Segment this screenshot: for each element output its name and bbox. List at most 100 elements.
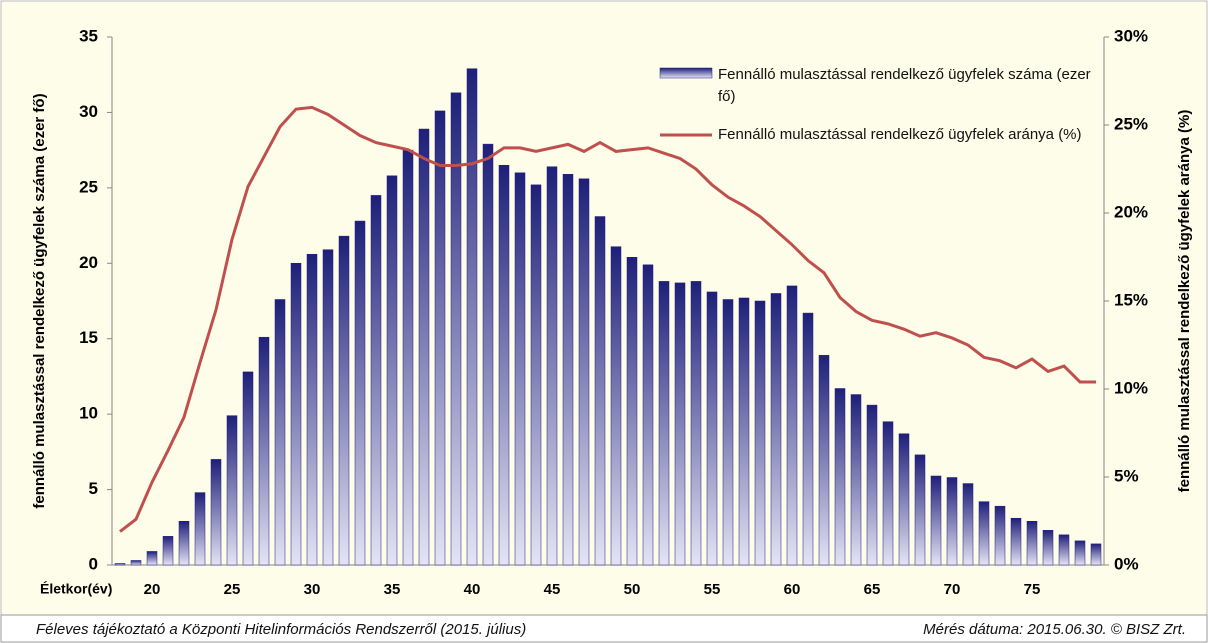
bar bbox=[562, 174, 574, 566]
bar bbox=[626, 257, 638, 566]
y-tick-label: 25 bbox=[79, 177, 98, 196]
y2-tick-label: 15% bbox=[1114, 290, 1148, 309]
bar bbox=[370, 195, 382, 566]
y-tick-label: 0 bbox=[89, 554, 98, 573]
bar bbox=[338, 235, 350, 566]
y2-tick-label: 0% bbox=[1114, 554, 1139, 573]
y-tick-label: 5 bbox=[89, 479, 98, 498]
bar bbox=[994, 505, 1006, 566]
y2-axis-title: fennálló mulasztással rendelkező ügyfele… bbox=[1176, 110, 1193, 493]
y-tick-label: 20 bbox=[79, 253, 98, 272]
bar bbox=[930, 475, 942, 566]
bar bbox=[658, 281, 670, 566]
bar bbox=[1058, 534, 1070, 566]
bar bbox=[530, 184, 542, 566]
footer-box bbox=[0, 614, 1208, 643]
y-axis-title: fennálló mulasztással rendelkező ügyfele… bbox=[31, 93, 48, 508]
y2-tick-label: 20% bbox=[1114, 202, 1148, 221]
x-tick-label: 25 bbox=[224, 581, 241, 598]
legend-swatch bbox=[659, 67, 713, 79]
line bbox=[119, 105, 1096, 533]
bar bbox=[642, 264, 654, 566]
y2-tick-label: 25% bbox=[1114, 114, 1148, 133]
bar bbox=[786, 285, 798, 566]
bar bbox=[466, 68, 478, 566]
bar bbox=[1074, 540, 1086, 566]
bar bbox=[866, 404, 878, 566]
bar bbox=[1010, 517, 1022, 566]
bar bbox=[386, 175, 398, 566]
bar bbox=[738, 297, 750, 566]
legend-label: Fennálló mulasztással rendelkező ügyfele… bbox=[718, 66, 1091, 105]
x-tick-label: 65 bbox=[864, 581, 881, 598]
bar bbox=[1042, 530, 1054, 566]
y-tick-label: 15 bbox=[79, 328, 98, 347]
x-axis-title: Életkor(év) bbox=[40, 581, 112, 597]
y2-tick-label: 5% bbox=[1114, 466, 1139, 485]
y-tick-label: 30 bbox=[79, 102, 98, 121]
bar bbox=[834, 388, 846, 566]
bar bbox=[162, 536, 174, 566]
bar bbox=[242, 371, 254, 566]
bar bbox=[210, 459, 222, 566]
bar bbox=[482, 143, 494, 566]
bar bbox=[722, 299, 734, 566]
bar bbox=[802, 312, 814, 566]
bar bbox=[114, 563, 126, 566]
bar bbox=[674, 282, 686, 566]
bar bbox=[322, 249, 334, 566]
x-tick-label: 20 bbox=[144, 581, 161, 598]
x-tick-label: 30 bbox=[304, 581, 321, 598]
bar bbox=[754, 300, 766, 566]
bar bbox=[962, 483, 974, 566]
x-tick-label: 50 bbox=[624, 581, 641, 598]
bar bbox=[306, 253, 318, 566]
x-tick-label: 40 bbox=[464, 581, 481, 598]
y-tick-label: 35 bbox=[79, 26, 98, 45]
bar bbox=[690, 281, 702, 566]
bar bbox=[706, 291, 718, 566]
bar bbox=[434, 110, 446, 566]
bar bbox=[450, 92, 462, 566]
y2-tick-label: 10% bbox=[1114, 378, 1148, 397]
y2-tick-label: 30% bbox=[1114, 26, 1148, 45]
bar bbox=[978, 501, 990, 566]
bar bbox=[914, 454, 926, 566]
bar bbox=[354, 220, 366, 566]
x-tick-label: 55 bbox=[704, 581, 721, 598]
bar bbox=[258, 336, 270, 566]
bar bbox=[146, 551, 158, 566]
x-tick-label: 70 bbox=[944, 581, 961, 598]
bar bbox=[514, 172, 526, 566]
bar bbox=[1026, 521, 1038, 566]
footer-left: Féleves tájékoztató a Központi Hitelinfo… bbox=[36, 621, 527, 638]
y-tick-label: 10 bbox=[79, 404, 98, 423]
x-tick-label: 35 bbox=[384, 581, 401, 598]
x-tick-label: 45 bbox=[544, 581, 561, 598]
bar bbox=[402, 149, 414, 566]
bar bbox=[946, 477, 958, 566]
bar bbox=[818, 355, 830, 566]
bar bbox=[178, 521, 190, 566]
bar bbox=[1090, 543, 1102, 566]
x-tick-label: 75 bbox=[1024, 581, 1041, 598]
bar bbox=[610, 246, 622, 566]
bar bbox=[898, 433, 910, 566]
bar bbox=[194, 492, 206, 566]
bar bbox=[578, 178, 590, 566]
bar bbox=[770, 293, 782, 566]
bar bbox=[498, 164, 510, 566]
footer-right: Mérés dátuma: 2015.06.30. © BISZ Zrt. bbox=[923, 621, 1186, 638]
x-tick-label: 60 bbox=[784, 581, 801, 598]
bar bbox=[546, 166, 558, 566]
bar bbox=[850, 394, 862, 566]
bar bbox=[594, 216, 606, 566]
bar bbox=[130, 560, 142, 566]
bar bbox=[418, 128, 430, 566]
bar bbox=[882, 421, 894, 566]
legend-label: Fennálló mulasztással rendelkező ügyfele… bbox=[718, 126, 1082, 143]
bar bbox=[274, 299, 286, 566]
bar bbox=[226, 415, 238, 566]
